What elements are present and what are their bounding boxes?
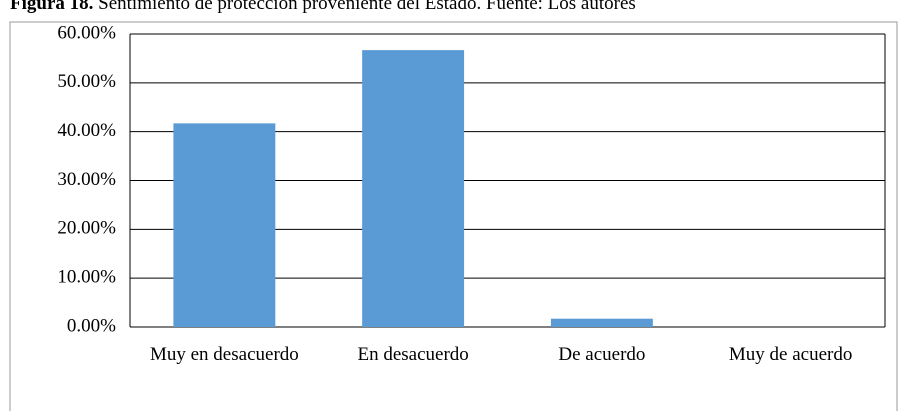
bar [550,318,653,327]
x-tick-label: En desacuerdo [357,344,469,365]
y-tick-label: 60.00% [57,22,116,43]
x-tick-label: De acuerdo [558,344,646,365]
bar [362,50,465,328]
title-text: Sentimiento de protección proveniente de… [98,0,636,14]
y-tick-label: 30.00% [57,169,116,190]
x-tick-label: Muy en desacuerdo [149,344,299,365]
y-tick-label: 20.00% [57,218,116,239]
y-tick-label: 0.00% [67,315,116,336]
y-tick-label: 40.00% [57,120,116,141]
y-tick-label: 50.00% [57,71,116,92]
bar [173,123,276,328]
figure-label: Figura 18. [10,0,93,14]
x-tick-label: Muy de acuerdo [728,344,853,365]
chart-title: Figura 18. Sentimiento de protección pro… [10,0,636,14]
y-tick-label: 10.00% [57,267,116,288]
